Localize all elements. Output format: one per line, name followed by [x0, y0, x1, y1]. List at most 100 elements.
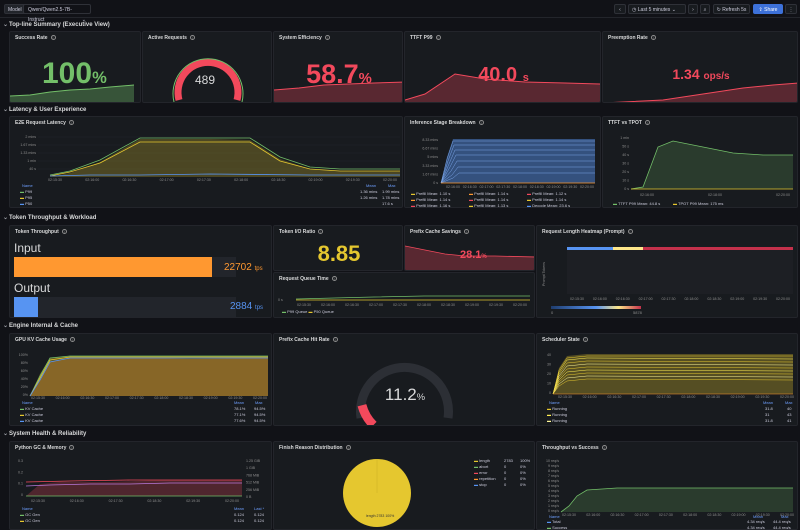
- info-icon[interactable]: i: [318, 229, 324, 235]
- legend-row[interactable]: ▬ P99: [20, 189, 33, 194]
- info-icon[interactable]: i: [582, 337, 588, 343]
- info-icon[interactable]: i: [435, 35, 441, 41]
- legend-header-last: Last *: [254, 506, 265, 511]
- legend-row[interactable]: ▬ TPOT P99 Mean: 175 ms: [673, 201, 724, 206]
- legend-row[interactable]: ▬ Success: [547, 525, 568, 530]
- axis-tick: 02:19:00: [465, 303, 479, 307]
- info-icon[interactable]: i: [61, 229, 67, 235]
- info-icon[interactable]: i: [50, 35, 56, 41]
- info-icon[interactable]: i: [650, 35, 656, 41]
- axis-tick: 02:18:30: [707, 513, 721, 517]
- chevron-down-icon: ⌄: [3, 107, 9, 113]
- legend-row[interactable]: ▬ Prefill Mean: 1.14 s: [469, 191, 509, 196]
- info-icon[interactable]: i: [69, 445, 75, 451]
- axis-tick: 02:19:30: [346, 178, 360, 182]
- legend-mean: Mean: 23.6 s: [547, 203, 571, 208]
- legend-row[interactable]: ▬ Total: [547, 519, 561, 524]
- legend-mean: 0.124: [234, 512, 245, 517]
- share-button[interactable]: ⇪ Share: [753, 4, 783, 14]
- finish-pie: [343, 459, 411, 527]
- axis-tick: 02:19:00: [730, 297, 744, 301]
- panel-kv-cache: GPU KV Cache Usage i 100% 80% 60% 40% 20% 0% 0…: [9, 333, 272, 426]
- info-icon[interactable]: i: [463, 229, 469, 235]
- axis-tick: 768 MiB: [246, 473, 260, 477]
- output-bar-track: [14, 297, 236, 317]
- legend-row[interactable]: ▬ Running: [547, 406, 568, 411]
- info-icon[interactable]: i: [189, 35, 195, 41]
- legend-row[interactable]: ▬ length 2783 100%: [474, 458, 531, 463]
- refresh-button[interactable]: ↻ Refresh 5s: [713, 4, 750, 14]
- legend-value: 0: [504, 482, 507, 487]
- legend-row[interactable]: ▬ repetition 0 0%: [474, 476, 526, 481]
- pie-slice-label: length 2783 100%: [366, 514, 395, 518]
- legend-row[interactable]: ▬ Running: [547, 412, 568, 417]
- axis-tick: 02:20:00: [780, 395, 794, 399]
- legend-mean: 31.8: [765, 406, 773, 411]
- row-header-health[interactable]: ⌄System Health & Reliability: [0, 428, 800, 440]
- legend-row[interactable]: ▬ Prefill Mean: 1.16 s: [411, 203, 451, 208]
- legend-row[interactable]: ▬ P99 Queue ▬ P50 Queue: [282, 309, 334, 314]
- legend-row[interactable]: ▬ KV Cache: [20, 406, 44, 411]
- legend-row[interactable]: ▬ KV Cache: [20, 418, 44, 423]
- legend-row[interactable]: ▬ P95: [20, 195, 33, 200]
- axis-tick: 02:15:30: [48, 178, 62, 182]
- legend-row[interactable]: ▬ Prefill Mean: 1.14 s: [411, 197, 451, 202]
- axis-tick: 1.67 mins: [20, 143, 36, 147]
- panel-python-gc: Python GC & Memory i 0.3 0.2 0.1 0 1.25 GiB 1…: [9, 441, 272, 530]
- legend-row[interactable]: ▬ Decode Mean: 23.6 s: [527, 203, 571, 208]
- axis-tick: 02:16:30: [80, 396, 94, 400]
- legend-max: 43: [787, 412, 792, 417]
- panel-success-rate: Success Rate i 100%: [9, 31, 141, 103]
- legend-max: 1.99 mins: [382, 189, 400, 194]
- model-variable-select[interactable]: Qwen/Qwen2.5-7B-Instruct ⌄: [23, 4, 91, 23]
- row-header-throughput[interactable]: ⌄Token Throughput & Workload: [0, 212, 800, 224]
- axis-tick: 256 MiB: [246, 488, 260, 492]
- legend-row[interactable]: ▬ Prefill Mean: 1.13 s: [469, 203, 509, 208]
- legend-row[interactable]: ▬ Prefill Mean: 1.14 s: [469, 197, 509, 202]
- zoom-icon[interactable]: ⌕: [700, 4, 710, 14]
- info-icon[interactable]: i: [69, 337, 75, 343]
- legend-row[interactable]: ▬ TTFT P99 Mean: 44.8 s: [613, 201, 661, 206]
- info-icon[interactable]: i: [345, 445, 351, 451]
- time-forward-icon[interactable]: ›: [688, 4, 698, 14]
- info-icon[interactable]: i: [324, 35, 330, 41]
- more-options-icon[interactable]: ⋮: [785, 4, 797, 14]
- info-icon[interactable]: i: [601, 445, 607, 451]
- legend-last: 0.124: [254, 518, 265, 523]
- legend-header-name: Name: [22, 183, 33, 188]
- legend-row[interactable]: ▬ GC Gen: [20, 518, 40, 523]
- axis-tick: 0: [21, 493, 23, 497]
- axis-tick: 0 B: [246, 495, 252, 499]
- legend-row[interactable]: ▬ KV Cache: [20, 412, 44, 417]
- info-icon[interactable]: i: [68, 120, 74, 126]
- row-header-latency[interactable]: ⌄Latency & User Experience: [0, 104, 800, 116]
- row-header-summary[interactable]: ⌄Top-line Summary (Executive View): [0, 19, 800, 31]
- y-tick: 0 s: [278, 298, 283, 302]
- axis-tick: 02:16:30: [122, 178, 136, 182]
- legend-max: 17.6 s: [382, 201, 393, 206]
- info-icon[interactable]: i: [331, 276, 337, 282]
- legend-row[interactable]: ▬ stop 0 0%: [474, 482, 526, 487]
- legend-row[interactable]: ▬ Prefill Mean: 1.10 s: [411, 191, 451, 196]
- time-range-picker[interactable]: ◷ Last 5 minutes ⌄: [628, 4, 686, 14]
- legend-row[interactable]: ▬ Prefill Mean: 1.14 s: [527, 197, 567, 202]
- info-icon[interactable]: i: [627, 229, 633, 235]
- legend-name: Prefill: [416, 191, 427, 196]
- legend-row[interactable]: ▬ abort 0 0%: [474, 464, 526, 469]
- legend-row[interactable]: ▬ P50: [20, 201, 33, 206]
- axis-tick: 30 s: [622, 162, 629, 166]
- axis-tick: 02:16:00: [583, 395, 597, 399]
- refresh-label: Refresh: [722, 7, 740, 13]
- legend-mean: 1.26 mins: [360, 195, 378, 200]
- legend-last: 0.124: [254, 512, 265, 517]
- info-icon[interactable]: i: [332, 337, 338, 343]
- info-icon[interactable]: i: [644, 120, 650, 126]
- row-header-engine[interactable]: ⌄Engine Internal & Cache: [0, 320, 800, 332]
- legend-row[interactable]: ▬ GC Gen: [20, 512, 40, 517]
- info-icon[interactable]: i: [478, 120, 484, 126]
- legend-row[interactable]: ▬ error 0 0%: [474, 470, 526, 475]
- legend-row[interactable]: ▬ Prefill Mean: 1.12 s: [527, 191, 567, 196]
- zoom-out-icon[interactable]: ‹: [614, 4, 626, 14]
- legend-row[interactable]: ▬ Running: [547, 418, 568, 423]
- axis-tick: 3.33 mins: [422, 164, 438, 168]
